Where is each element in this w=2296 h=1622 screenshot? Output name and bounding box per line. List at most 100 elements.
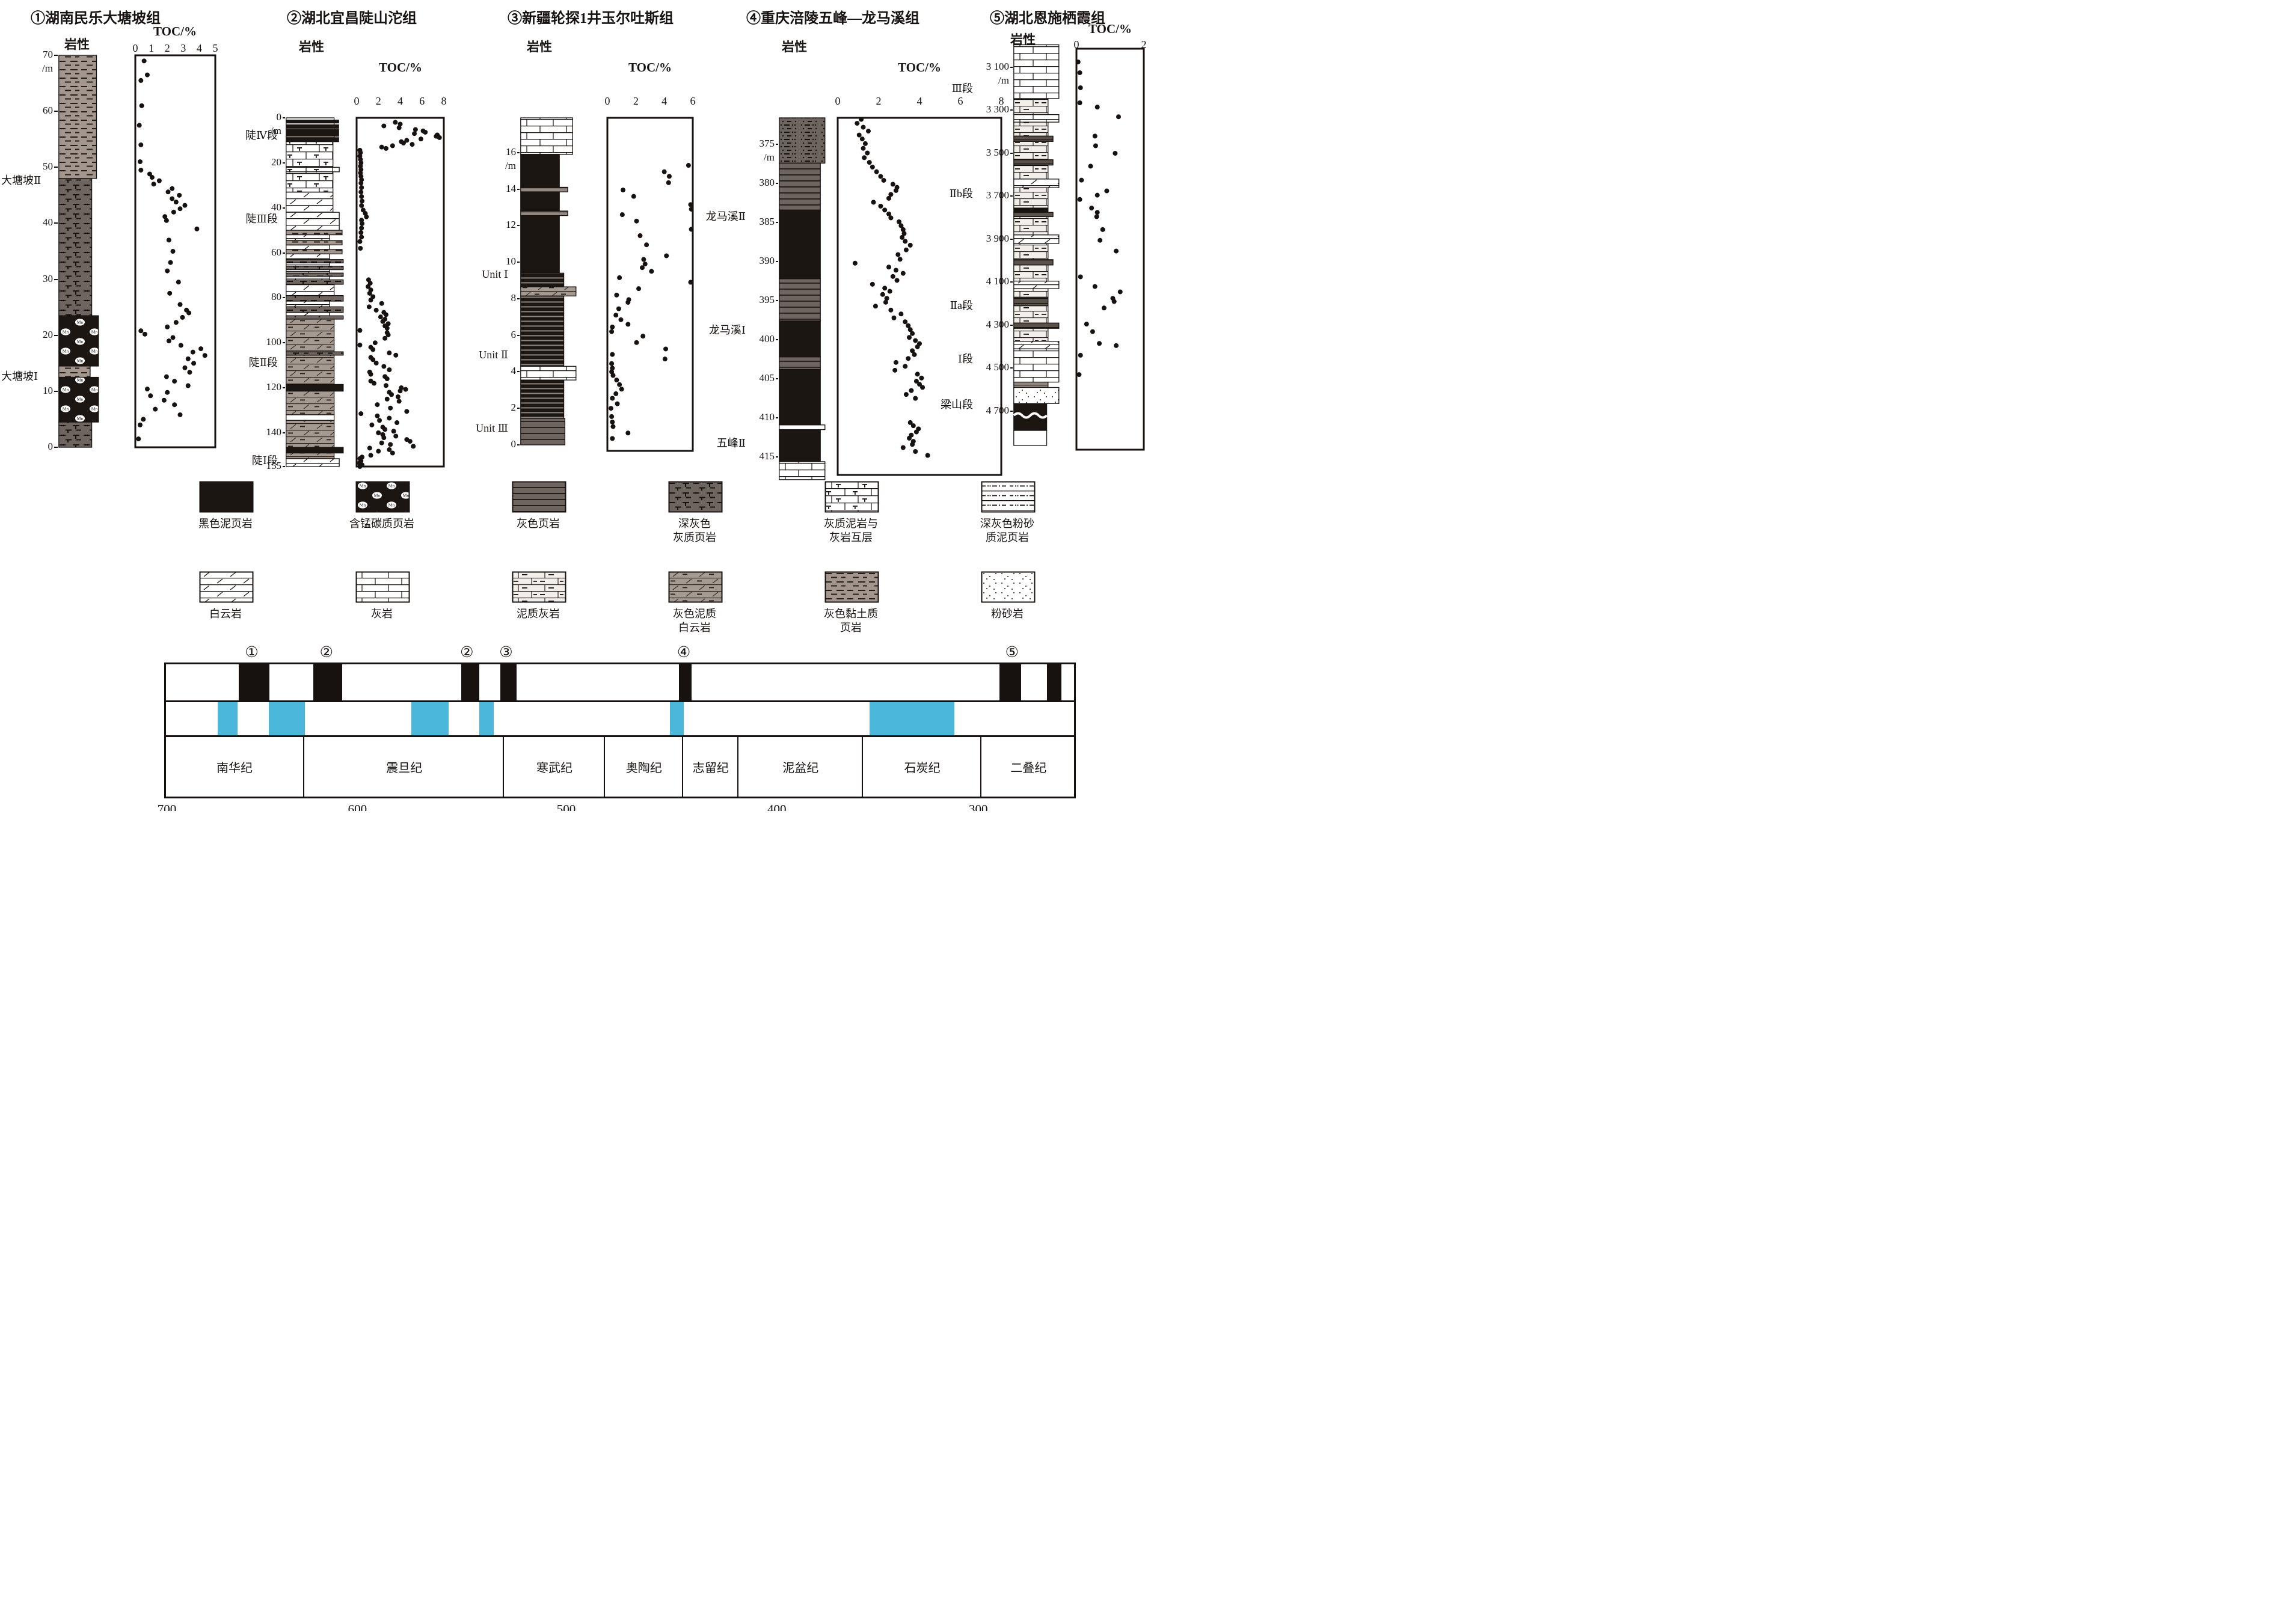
lith-interval-black xyxy=(779,429,821,462)
toc-data-point xyxy=(393,352,399,358)
lith-interval-gray_dolomite xyxy=(286,390,335,415)
toc-data-point xyxy=(368,372,373,377)
depth-unit-label: /m xyxy=(505,159,516,171)
toc-data-point xyxy=(359,194,364,199)
lith-interval-limestone xyxy=(1013,114,1060,123)
legend-label: 灰色页岩 xyxy=(517,518,560,530)
lith-interval-black xyxy=(520,154,560,188)
toc-data-point xyxy=(1104,188,1110,194)
lith-interval-dg_lime_shale xyxy=(58,178,93,316)
toc-data-point xyxy=(634,340,639,345)
depth-tick-mark xyxy=(517,334,520,336)
lith-interval-clay_band xyxy=(286,240,343,246)
period-cell: 石炭纪 xyxy=(861,737,982,797)
toc-data-point xyxy=(412,131,417,136)
legend-label: 黑色泥页岩 xyxy=(198,518,253,530)
toc-data-point xyxy=(153,406,158,412)
toc-data-point xyxy=(892,367,898,373)
depth-tick-label: 385 xyxy=(759,216,775,228)
toc-data-point xyxy=(1092,284,1097,289)
toc-data-point xyxy=(870,164,875,170)
depth-tick-label: 20 xyxy=(271,156,281,168)
toc-axis-tick-label: 0 xyxy=(835,95,841,107)
depth-tick-mark xyxy=(776,144,778,145)
toc-data-point xyxy=(609,414,615,419)
toc-data-point xyxy=(609,369,615,375)
lith-interval-limestone xyxy=(1013,348,1060,383)
depth-tick-label: 410 xyxy=(759,411,775,423)
toc-data-point xyxy=(396,399,402,404)
toc-data-point xyxy=(1078,274,1083,280)
legend-swatch-p-sdd xyxy=(981,481,1036,513)
toc-axis-tick-label: 2 xyxy=(633,95,639,107)
toc-data-point xyxy=(1111,299,1117,304)
legend-swatch xyxy=(512,571,566,603)
timescale-marker: ③ xyxy=(499,644,513,661)
toc-plot-frame xyxy=(606,117,694,452)
member-label: Ⅱb段 xyxy=(949,188,973,200)
depth-tick-mark xyxy=(517,408,520,409)
toc-data-point xyxy=(390,450,395,456)
toc-data-point xyxy=(610,352,615,357)
depth-unit-label: /m xyxy=(42,63,53,74)
toc-data-point xyxy=(359,185,364,190)
toc-data-point xyxy=(388,442,393,447)
lith-interval-clay_band xyxy=(286,230,343,236)
toc-data-point xyxy=(640,334,646,339)
lith-interval-gray_band xyxy=(520,210,568,216)
depth-tick-mark xyxy=(54,334,58,336)
toc-data-point xyxy=(893,360,898,365)
toc-axis-tick-label: 0 xyxy=(1073,38,1079,50)
toc-data-point xyxy=(874,169,879,174)
timescale-black-bar xyxy=(461,664,479,700)
toc-data-point xyxy=(381,435,387,441)
legend-label: 灰色黏土质 页岩 xyxy=(824,608,878,634)
toc-data-point xyxy=(913,379,919,384)
toc-data-point xyxy=(1076,372,1082,378)
depth-tick-label: 60 xyxy=(271,246,281,258)
toc-data-point xyxy=(387,367,392,373)
panel4-toc-label: TOC/% xyxy=(898,60,941,75)
toc-data-point xyxy=(1094,214,1099,219)
toc-data-point xyxy=(893,268,898,273)
toc-data-point xyxy=(1093,143,1098,148)
legend-swatch-p-gdol xyxy=(668,571,723,603)
lith-interval-dolomite xyxy=(286,191,334,213)
toc-data-point xyxy=(138,78,144,83)
toc-data-point xyxy=(138,142,144,148)
toc-data-point xyxy=(367,445,372,451)
toc-data-point xyxy=(910,331,915,336)
toc-data-point xyxy=(1077,197,1082,202)
toc-plot xyxy=(355,117,445,469)
depth-tick-label: 2 xyxy=(511,402,517,414)
depth-tick-mark xyxy=(517,262,520,263)
depth-tick-label: 3 500 xyxy=(986,146,1009,158)
toc-data-point xyxy=(137,422,143,427)
legend-swatch xyxy=(199,571,254,603)
toc-data-point xyxy=(886,265,891,270)
depth-tick-label: 100 xyxy=(266,336,282,348)
toc-axis-tick-label: 6 xyxy=(957,95,963,107)
toc-data-point xyxy=(903,364,908,369)
toc-data-point xyxy=(378,314,383,320)
toc-data-point xyxy=(137,123,142,128)
toc-data-point xyxy=(906,323,911,328)
toc-axis-tick-label: 2 xyxy=(1141,38,1147,50)
lith-interval-dolomite xyxy=(286,312,330,316)
legend-swatch xyxy=(512,481,566,513)
member-label: 龙马溪Ⅰ xyxy=(708,323,746,336)
toc-data-point xyxy=(634,218,639,224)
toc-data-point xyxy=(161,397,167,403)
depth-tick-mark xyxy=(54,278,58,280)
toc-data-point xyxy=(171,209,176,215)
toc-data-point xyxy=(890,274,895,279)
depth-tick-mark xyxy=(1010,410,1013,412)
panel3-lith-header: 岩性 xyxy=(527,40,552,54)
toc-plot xyxy=(836,117,1002,476)
toc-data-point xyxy=(917,382,922,387)
toc-data-point xyxy=(608,406,613,411)
toc-data-point xyxy=(625,299,631,305)
toc-data-point xyxy=(375,402,380,408)
depth-tick-label: 10 xyxy=(43,384,53,396)
toc-data-point xyxy=(1117,289,1123,295)
